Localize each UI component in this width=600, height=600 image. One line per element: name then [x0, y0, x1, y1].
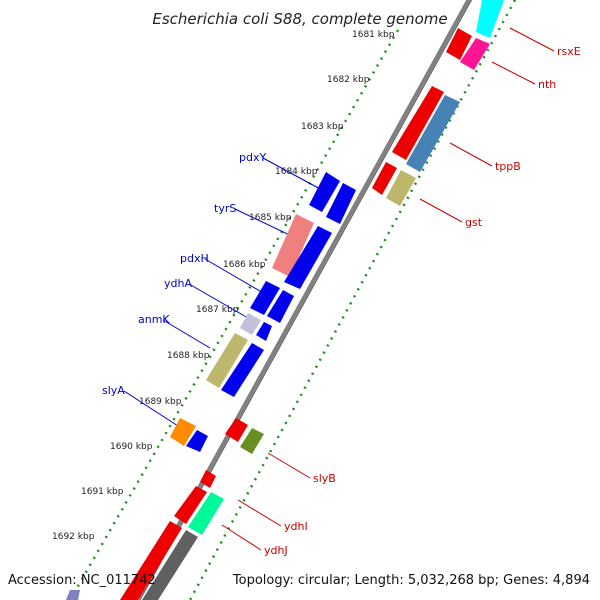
scale-labels: 1681 kbp 1682 kbp 1683 kbp 1684 kbp 1685 kbp… [52, 30, 395, 542]
gene-slyA-arrow [186, 430, 208, 452]
gene-label-ydhA: ydhA [164, 277, 192, 290]
gene-ydhI [200, 470, 216, 488]
scale-label: 1682 kbp [327, 75, 370, 85]
gene-tyrS-arrow [284, 226, 332, 289]
accession-label: Accession: NC_011742 [8, 573, 156, 588]
gene-leader-line [509, 27, 555, 52]
right-gene-labels: rsxE nth tppB gst slyB ydhI ydhJ [221, 27, 581, 557]
gene-slyA [170, 418, 196, 446]
gene-leader-line [262, 157, 323, 191]
gene-leader-line [204, 258, 266, 295]
left-gene-labels: pdxY tyrS pdxH ydhA anmK slyA [102, 151, 323, 427]
gene-tppB-steel [406, 95, 460, 172]
gene-lower-red [120, 521, 182, 600]
tick-track-outer [68, 29, 400, 600]
gene-label-rsxE: rsxE [557, 45, 581, 58]
gene-leader-line [491, 61, 536, 85]
gene-pdxH-arrow [267, 290, 294, 323]
gene-label-tppB: tppB [495, 160, 521, 173]
scale-label: 1685 kbp [249, 213, 292, 223]
gene-lower-gray [142, 530, 198, 600]
scale-label: 1681 kbp [352, 30, 395, 40]
gene-label-tyrS: tyrS [214, 202, 236, 215]
gene-pdxH [250, 281, 280, 315]
scale-label: 1692 kbp [52, 532, 95, 542]
gene-tppB-red [392, 86, 444, 160]
gene-ydhJ [188, 492, 224, 535]
gene-leader-line [449, 142, 493, 167]
gene-label-anmK: anmK [138, 313, 170, 326]
gene-label-slyA: slyA [102, 384, 125, 397]
gene-ydhA-arrow [256, 322, 272, 341]
reverse-strand-genes [170, 172, 356, 452]
scale-label: 1684 kbp [275, 167, 318, 177]
gene-leader-line [237, 499, 282, 527]
gene-nth [460, 38, 490, 70]
gene-label-ydhI: ydhI [284, 520, 308, 533]
gene-pdxY-arrow [326, 183, 356, 224]
tick-track-inner [188, 0, 517, 600]
gene-bottom-lavender [66, 590, 80, 600]
gene-leader-line [221, 524, 262, 551]
gene-label-pdxH: pdxH [180, 252, 209, 265]
scale-label: 1683 kbp [301, 122, 344, 132]
scale-label: 1686 kbp [223, 260, 266, 270]
scale-label: 1687 kbp [196, 305, 239, 315]
scale-label: 1690 kbp [110, 442, 153, 452]
genome-title: Escherichia coli S88, complete genome [152, 10, 448, 28]
scale-label: 1689 kbp [139, 397, 182, 407]
gene-slyB-red [225, 418, 248, 442]
gene-label-nth: nth [538, 78, 556, 91]
gene-leader-line [162, 319, 211, 349]
gene-leader-line [123, 390, 179, 427]
gene-leader-line [419, 198, 463, 223]
gene-rsxE-cyan [476, 0, 504, 38]
scale-label: 1691 kbp [81, 487, 124, 497]
gene-tyrS [272, 214, 314, 277]
forward-strand-genes [66, 0, 504, 600]
gene-label-slyB: slyB [313, 472, 336, 485]
gene-label-ydhJ: ydhJ [264, 544, 288, 557]
genome-summary: Topology: circular; Length: 5,032,268 bp… [232, 573, 590, 588]
gene-rsxE-red [446, 28, 472, 60]
gene-pdxY-block [309, 172, 340, 212]
gene-slyB [240, 428, 264, 454]
gene-anmK-arrow [221, 343, 264, 397]
gene-gst-red [372, 162, 397, 195]
scale-label: 1688 kbp [167, 351, 210, 361]
gene-leader-line [267, 452, 311, 479]
gene-anmK [206, 333, 248, 388]
gene-leader-line [188, 283, 249, 319]
gene-ydhA [240, 313, 261, 335]
gene-label-gst: gst [465, 216, 483, 229]
gene-gst [386, 170, 416, 206]
gene-label-pdxY: pdxY [239, 151, 266, 164]
gene-ydhI-red2 [174, 486, 207, 524]
